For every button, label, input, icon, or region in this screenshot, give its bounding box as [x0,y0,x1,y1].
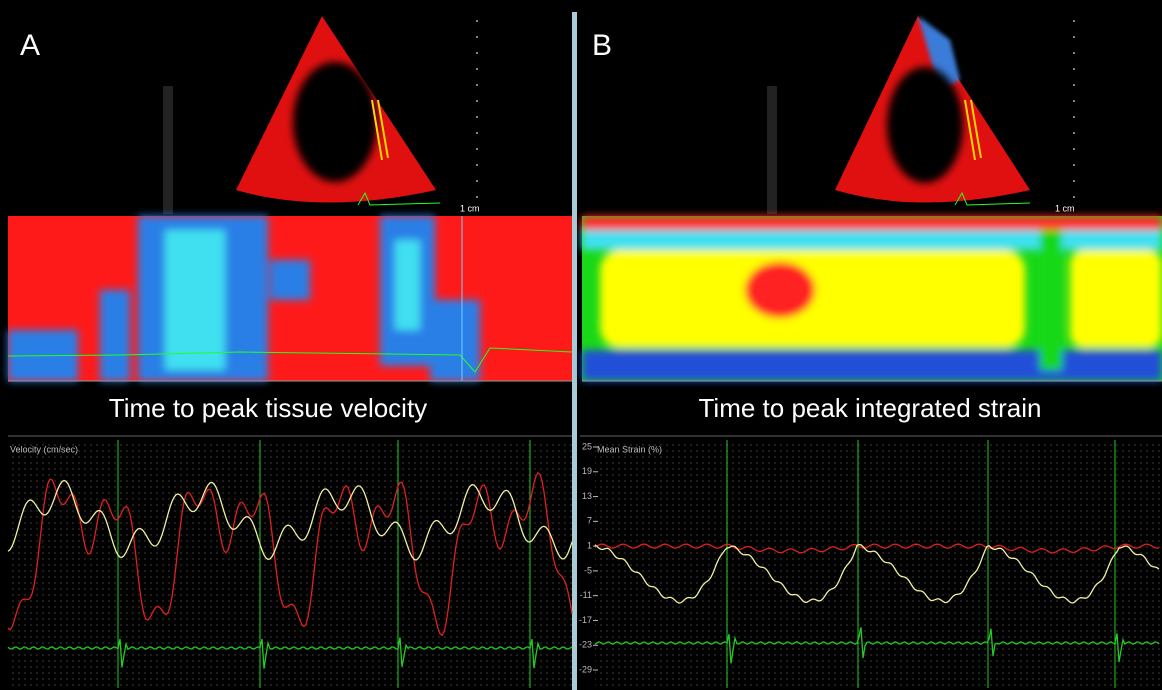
trace [594,627,1160,664]
ultrasound-b: 1 cm [767,16,1075,214]
graph-grid [595,440,1162,688]
trace [7,471,573,637]
y-axis: 25 19 13 7 1 -5 -11 -17 -23 -29 [579,441,598,674]
caption: Time to peak integrated strain [699,393,1042,423]
y-tick-label: -29 [579,664,592,674]
graph-grid [8,440,572,688]
panel-label: A [20,29,40,62]
graph-title: Velocity (cm/sec) [10,444,78,454]
mmode-b [582,216,1162,381]
scale-label: 1 cm [1055,203,1075,213]
y-tick-label: -11 [580,590,592,600]
trace [594,543,1160,604]
y-tick-label: 19 [582,466,592,476]
panel-label: B [592,29,612,62]
divider [572,12,577,690]
caption: Time to peak tissue velocity [109,393,427,423]
y-tick-label: 7 [587,516,592,526]
trace [7,479,573,561]
trace [7,637,573,669]
y-tick-label: -5 [584,565,592,575]
ultrasound-a: 1 cm [163,16,480,214]
trace [594,543,1160,554]
y-tick-label: 1 [587,540,592,550]
mmode-a [7,216,573,381]
y-tick-label: -23 [579,640,592,650]
curves [7,440,1160,688]
y-tick-label: -17 [579,615,592,625]
scale-label: 1 cm [460,203,480,213]
y-tick-label: 25 [582,441,592,451]
y-tick-label: 13 [582,491,592,501]
graph-title: Mean Strain (%) [597,444,662,454]
